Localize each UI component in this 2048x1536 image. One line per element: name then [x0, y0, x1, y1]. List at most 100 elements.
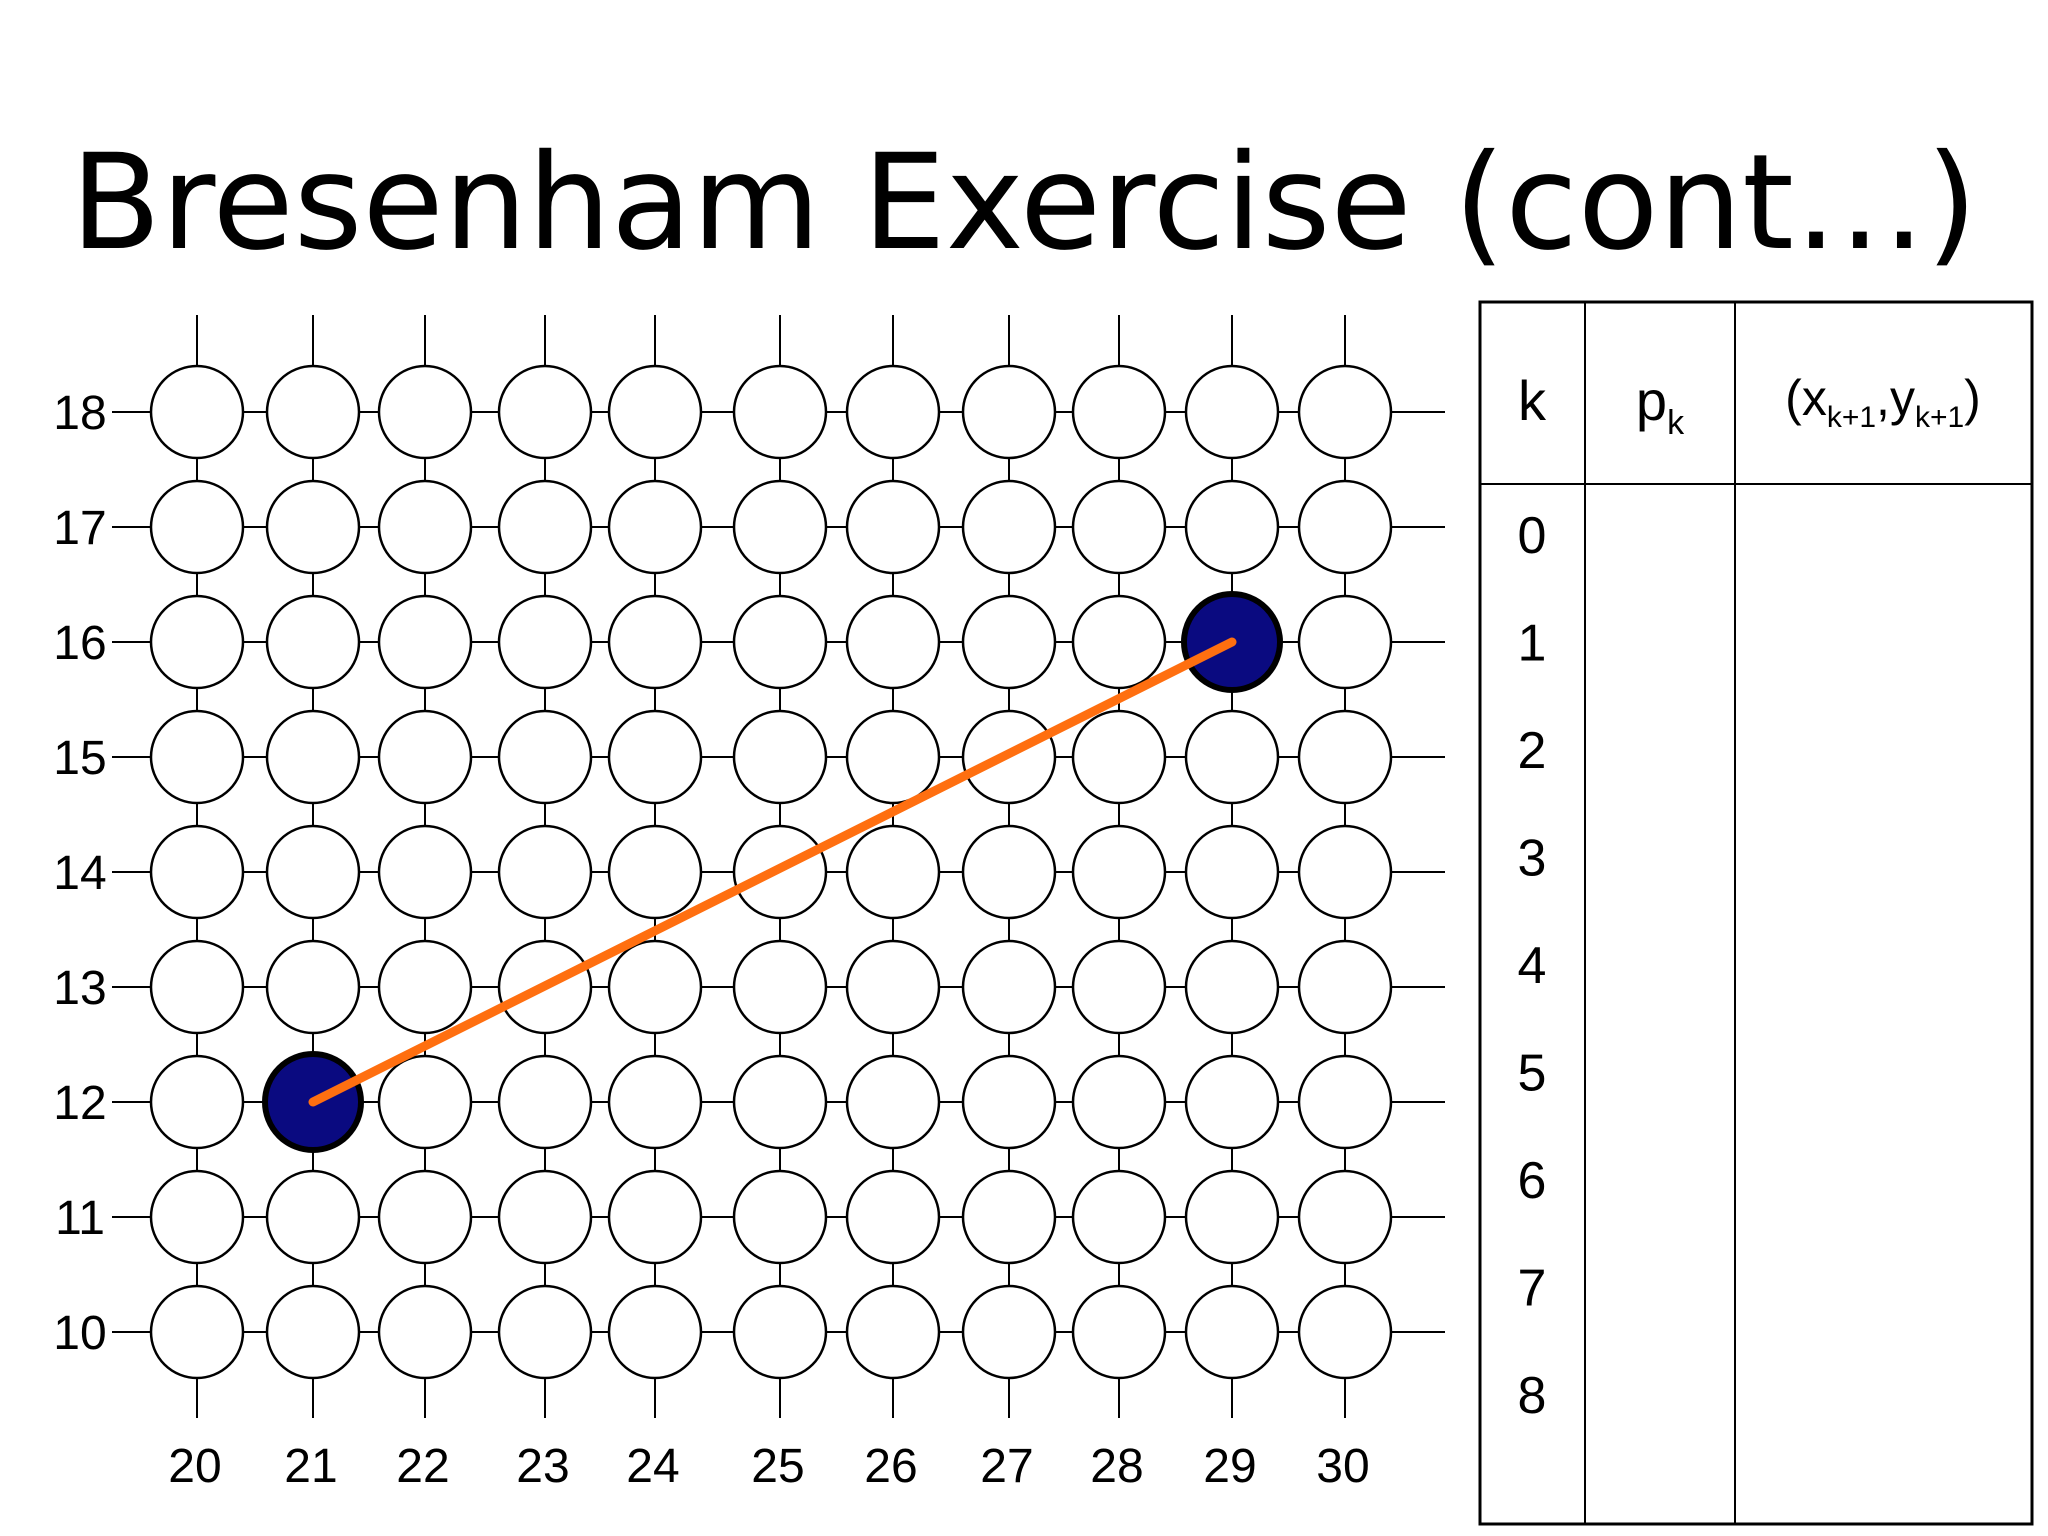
pixel-empty: [607, 1054, 703, 1150]
y-axis-label: 12: [53, 1077, 106, 1130]
pixel-empty: [845, 364, 941, 460]
pixel-empty: [1184, 479, 1280, 575]
pixel-empty: [732, 1284, 828, 1380]
pixel-empty: [961, 1169, 1057, 1265]
pixel-empty: [961, 594, 1057, 690]
pixel-empty: [377, 1054, 473, 1150]
pixel-empty: [961, 1284, 1057, 1380]
pixel-empty: [961, 364, 1057, 460]
pixel-empty: [1297, 479, 1393, 575]
pixel-empty: [1297, 594, 1393, 690]
header-coord-sub2: k+1: [1915, 401, 1964, 434]
y-axis-label: 17: [53, 502, 106, 555]
pixel-empty: [265, 594, 361, 690]
x-axis-label: 20: [168, 1440, 221, 1493]
pixel-empty: [1071, 824, 1167, 920]
pixel-empty: [1184, 364, 1280, 460]
pixel-empty: [377, 709, 473, 805]
pixel-empty: [497, 1054, 593, 1150]
x-axis-label: 27: [980, 1440, 1033, 1493]
pixel-empty: [1184, 1054, 1280, 1150]
pixel-empty: [149, 594, 245, 690]
pixel-empty: [845, 1284, 941, 1380]
y-axis-label: 15: [53, 732, 106, 785]
pixel-empty: [1184, 1284, 1280, 1380]
pixel-empty: [497, 1169, 593, 1265]
pixel-empty: [961, 824, 1057, 920]
table-border: [1478, 300, 2034, 1526]
y-axis-label: 10: [53, 1307, 106, 1360]
pixel-empty: [845, 709, 941, 805]
pixel-empty: [1184, 824, 1280, 920]
pixel-empty: [377, 364, 473, 460]
x-axis-label: 29: [1203, 1440, 1256, 1493]
pixel-empty: [149, 824, 245, 920]
header-coord-close: ): [1964, 370, 1981, 426]
pixel-empty: [1071, 709, 1167, 805]
pixel-empty: [497, 709, 593, 805]
pixel-empty: [1184, 939, 1280, 1035]
pixel-empty: [607, 1169, 703, 1265]
pixel-empty: [732, 594, 828, 690]
pixel-empty: [1071, 479, 1167, 575]
pixel-empty: [265, 479, 361, 575]
pixel-empty: [732, 939, 828, 1035]
pixel-empty: [497, 364, 593, 460]
pixel-empty: [1297, 824, 1393, 920]
pixel-empty: [607, 824, 703, 920]
table-row-k: 0: [1518, 507, 1547, 565]
x-axis-label: 25: [751, 1440, 804, 1493]
pixel-empty: [1071, 594, 1167, 690]
x-axis-label: 24: [626, 1440, 679, 1493]
header-coord-sub1: k+1: [1827, 401, 1876, 434]
grid-pixels: [149, 364, 1393, 1380]
y-axis-label: 18: [53, 387, 106, 440]
pixel-empty: [149, 1284, 245, 1380]
table-rows: 0 1 2 3 4 5 6 7 8: [1518, 507, 1547, 1425]
pixel-empty: [607, 594, 703, 690]
table-row-k: 2: [1518, 722, 1547, 780]
pixel-empty: [265, 1284, 361, 1380]
table-row-k: 3: [1518, 830, 1547, 888]
table-row-k: 6: [1518, 1152, 1547, 1210]
ideal-line: [308, 637, 1237, 1107]
line-segment: [308, 637, 1237, 1107]
pixel-empty: [497, 479, 593, 575]
pixel-empty: [377, 824, 473, 920]
header-coord-mid: ,y: [1876, 370, 1915, 426]
pixel-empty: [265, 824, 361, 920]
pixel-empty: [1184, 709, 1280, 805]
pixel-empty: [377, 1169, 473, 1265]
x-axis-label: 22: [396, 1440, 449, 1493]
pixel-empty: [1071, 364, 1167, 460]
table-row-k: 7: [1518, 1260, 1547, 1318]
pixel-empty: [497, 594, 593, 690]
pixel-empty: [149, 1169, 245, 1265]
pixel-empty: [377, 594, 473, 690]
pixel-empty: [265, 1169, 361, 1265]
y-axis-label: 14: [53, 847, 106, 900]
pixel-empty: [607, 709, 703, 805]
pixel-empty: [607, 364, 703, 460]
header-pk-main: p: [1636, 369, 1667, 432]
pixel-empty: [377, 1284, 473, 1380]
pixel-empty: [1071, 939, 1167, 1035]
table-row-k: 8: [1518, 1367, 1547, 1425]
pixel-empty: [377, 479, 473, 575]
pixel-empty: [265, 709, 361, 805]
pixel-empty: [265, 364, 361, 460]
table-row-k: 1: [1518, 615, 1547, 673]
pixel-empty: [497, 1284, 593, 1380]
pixel-empty: [377, 939, 473, 1035]
header-pk: pk: [1636, 369, 1685, 442]
pixel-empty: [1297, 1284, 1393, 1380]
pixel-empty: [845, 1169, 941, 1265]
pixel-empty: [607, 1284, 703, 1380]
x-axis-label: 30: [1316, 1440, 1369, 1493]
pixel-empty: [845, 824, 941, 920]
pixel-empty: [497, 824, 593, 920]
header-k: k: [1518, 369, 1547, 432]
pixel-empty: [961, 939, 1057, 1035]
